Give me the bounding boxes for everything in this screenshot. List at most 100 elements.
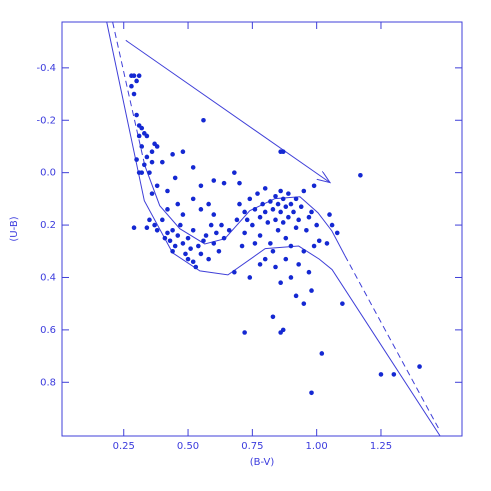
- point: [201, 117, 206, 123]
- point: [149, 149, 155, 155]
- point: [301, 188, 307, 194]
- point: [139, 125, 145, 131]
- point: [242, 209, 247, 215]
- y-tick-label: -0.4: [36, 63, 56, 74]
- point: [139, 170, 145, 175]
- point: [311, 243, 317, 249]
- point: [134, 112, 139, 118]
- point: [262, 186, 268, 191]
- point: [291, 209, 296, 215]
- point: [190, 259, 196, 265]
- y-tick-label: 0.6: [40, 325, 56, 336]
- point: [147, 217, 152, 223]
- y-tick-label: 0.8: [40, 377, 56, 388]
- y-axis-label: (U-B): [9, 216, 20, 241]
- point: [275, 228, 281, 233]
- point: [316, 238, 322, 244]
- point: [139, 144, 145, 149]
- point: [242, 230, 247, 236]
- curve: [112, 22, 146, 166]
- x-tick-label: 1.25: [370, 441, 392, 452]
- point: [242, 330, 247, 335]
- point: [280, 196, 286, 202]
- point: [280, 220, 286, 225]
- point: [219, 222, 224, 228]
- point: [275, 201, 281, 207]
- point: [324, 241, 330, 246]
- point: [244, 217, 250, 223]
- point: [198, 251, 204, 257]
- point: [206, 256, 211, 262]
- point: [211, 241, 217, 246]
- point: [198, 183, 204, 189]
- point: [262, 256, 268, 262]
- point: [196, 243, 201, 249]
- point: [252, 207, 258, 212]
- curve: [344, 255, 441, 432]
- point: [278, 188, 283, 194]
- point: [273, 217, 278, 223]
- point: [211, 178, 217, 183]
- point: [296, 217, 301, 223]
- point: [309, 288, 314, 293]
- point: [301, 301, 307, 306]
- point: [378, 372, 384, 377]
- point: [265, 220, 271, 225]
- point: [304, 228, 309, 233]
- y-tick-label: -0.2: [36, 115, 56, 126]
- point: [329, 222, 335, 228]
- point: [154, 183, 160, 189]
- point: [255, 191, 260, 196]
- point: [154, 228, 160, 233]
- point: [152, 222, 157, 228]
- point: [216, 248, 222, 254]
- point: [239, 243, 245, 249]
- point: [293, 196, 299, 202]
- point: [417, 364, 422, 369]
- point: [149, 159, 155, 165]
- point: [144, 154, 150, 160]
- point: [273, 193, 278, 199]
- point: [172, 175, 178, 181]
- point: [208, 222, 214, 228]
- x-axis-label: (B-V): [250, 457, 275, 468]
- point: [247, 196, 253, 202]
- point: [257, 214, 263, 220]
- point: [165, 230, 170, 236]
- point: [180, 212, 186, 217]
- point: [286, 214, 291, 220]
- point: [280, 327, 286, 333]
- point: [283, 235, 289, 241]
- point: [188, 246, 193, 251]
- point: [134, 78, 139, 84]
- point: [201, 238, 206, 244]
- point: [293, 225, 299, 230]
- point: [160, 217, 165, 223]
- point: [268, 241, 273, 246]
- point: [131, 91, 137, 97]
- point: [129, 83, 134, 89]
- point: [162, 235, 168, 241]
- point: [257, 233, 263, 238]
- point: [288, 243, 294, 249]
- point: [193, 264, 199, 270]
- point: [221, 235, 227, 241]
- point: [319, 351, 325, 356]
- point: [198, 207, 204, 212]
- point: [190, 165, 196, 170]
- point: [167, 238, 173, 244]
- point: [283, 256, 289, 262]
- point: [278, 280, 283, 286]
- point: [144, 133, 150, 139]
- point: [270, 314, 276, 320]
- point: [293, 293, 299, 299]
- point: [183, 251, 188, 257]
- point: [280, 149, 286, 155]
- point: [170, 152, 175, 157]
- point: [185, 235, 191, 241]
- point: [154, 144, 160, 149]
- point: [203, 233, 209, 238]
- x-tick-label: 1.00: [306, 441, 328, 452]
- point: [190, 228, 196, 233]
- point: [160, 159, 165, 165]
